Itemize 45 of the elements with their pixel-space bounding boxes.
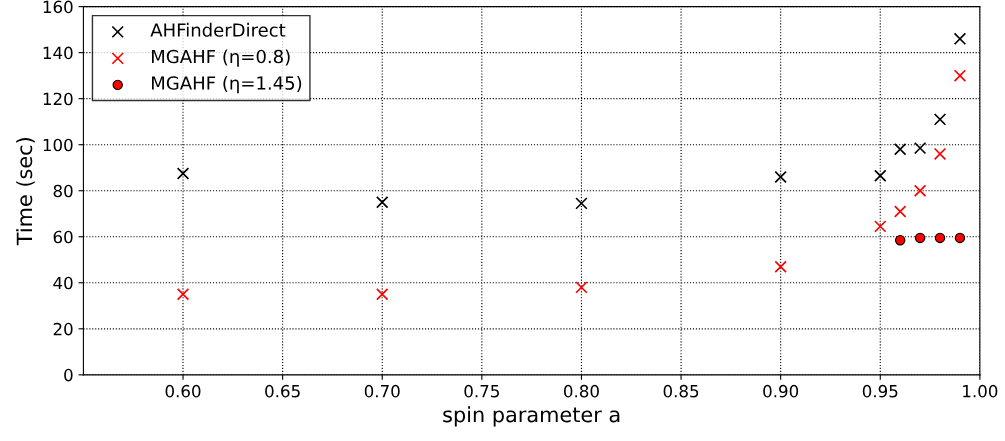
point: [914, 232, 926, 244]
y-axis-title: Time (sec): [16, 138, 35, 246]
y-tick-label: 0: [64, 368, 73, 382]
point: [874, 169, 887, 182]
point: [176, 167, 190, 180]
point: [774, 170, 787, 184]
point: [376, 196, 389, 209]
point: [913, 141, 927, 155]
x-tick-label: 0.85: [663, 384, 699, 398]
y-tick-label: 80: [53, 184, 73, 198]
point: [774, 260, 787, 273]
point: [954, 232, 966, 244]
y-tick-label: 60: [53, 230, 73, 244]
point: [176, 288, 190, 301]
legend-label: MGAHF (η=1.45): [151, 75, 302, 94]
point: [913, 184, 927, 197]
x-tick-label: 0.80: [563, 384, 599, 398]
point: [874, 220, 887, 233]
x-tick-label: 0.95: [862, 384, 898, 398]
point: [953, 69, 967, 82]
legend-label: MGAHF (η=0.8): [151, 49, 290, 67]
point: [933, 113, 947, 126]
y-tick-label: 120: [43, 92, 73, 106]
point: [933, 147, 947, 161]
point: [894, 235, 906, 246]
point: [893, 205, 907, 218]
point: [376, 288, 389, 301]
x-tick-label: 0.70: [364, 384, 400, 398]
legend-label: AHFinderDirect: [150, 22, 286, 37]
point: [953, 32, 967, 46]
x-tick-label: 1.00: [963, 384, 998, 398]
point: [893, 143, 907, 156]
point: [934, 232, 946, 244]
point: [575, 281, 588, 294]
x-tick-label: 0.60: [165, 384, 201, 398]
x-tick-label: 0.90: [763, 384, 799, 398]
y-tick-label: 100: [43, 138, 73, 152]
y-tick-label: 140: [43, 46, 73, 60]
y-tick-label: 160: [43, 0, 73, 14]
x-axis-title: spin parameter a: [443, 406, 620, 427]
x-tick-label: 0.75: [464, 384, 499, 398]
point: [575, 197, 588, 210]
y-tick-label: 40: [53, 276, 73, 290]
y-tick-label: 20: [53, 322, 73, 336]
x-tick-label: 0.65: [265, 384, 300, 398]
